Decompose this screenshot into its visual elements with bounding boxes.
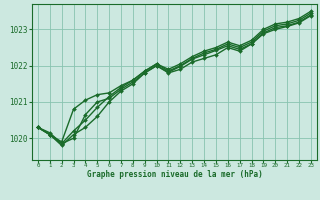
X-axis label: Graphe pression niveau de la mer (hPa): Graphe pression niveau de la mer (hPa)	[86, 170, 262, 179]
